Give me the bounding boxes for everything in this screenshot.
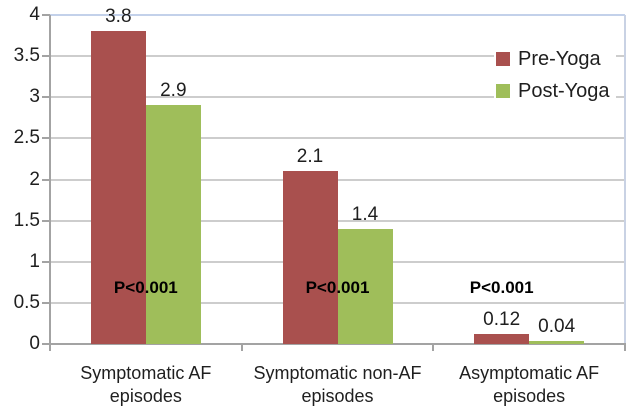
y-axis-tick-label: 4 [29, 4, 40, 25]
gridline [50, 137, 625, 140]
y-axis-tick [42, 260, 50, 263]
bar-post-yoga [529, 340, 585, 344]
legend-label-pre-yoga: Pre-Yoga [518, 47, 601, 70]
category-label: Symptomatic non-AF episodes [253, 363, 422, 406]
y-axis-tick-label: 2.5 [13, 127, 40, 149]
bar-pre-yoga [282, 171, 338, 344]
y-axis-tick-label: 0.5 [13, 291, 40, 313]
y-axis-tick-label: 1 [29, 250, 40, 272]
category-label: Symptomatic AF episodes [80, 363, 212, 406]
legend-swatch-post-yoga-icon [496, 84, 510, 98]
y-axis-tick [42, 301, 50, 304]
legend-label-post-yoga: Post-Yoga [518, 79, 610, 102]
y-axis-tick-label: 1.5 [13, 209, 40, 231]
bar-value-label: 3.8 [105, 6, 132, 28]
y-axis-tick [42, 219, 50, 222]
bar-value-label: 0.12 [483, 309, 521, 331]
gridline [50, 178, 625, 181]
y-axis-tick-label: 3.5 [13, 45, 40, 67]
bar-post-yoga [337, 228, 393, 344]
category-label: Asymptomatic AF episodes [459, 363, 600, 406]
y-axis-line [49, 15, 51, 344]
bar-value-label: 0.04 [538, 315, 576, 337]
p-value-label: P<0.001 [305, 278, 370, 297]
x-axis-tick [432, 344, 435, 351]
bar-value-label: 1.4 [351, 203, 379, 225]
gridline [50, 219, 625, 222]
x-axis-tick [624, 344, 626, 351]
legend: Pre-Yoga Post-Yoga [494, 46, 616, 104]
x-axis-tick [49, 344, 51, 351]
gridline [50, 55, 625, 58]
p-value-label: P<0.001 [113, 278, 178, 297]
y-axis-tick [42, 137, 50, 140]
plot-top-border [50, 14, 625, 16]
x-axis-tick [240, 344, 243, 351]
bar-value-label: 2.9 [160, 80, 187, 102]
legend-swatch-pre-yoga-icon [496, 52, 510, 66]
y-axis-tick-label: 2 [29, 168, 40, 190]
y-axis-tick-label: 3 [29, 86, 40, 108]
p-value-label: P<0.001 [469, 278, 534, 297]
y-axis-tick [42, 14, 50, 16]
bar-value-label: 2.1 [296, 146, 324, 168]
plot-right-border [624, 15, 626, 344]
legend-item-post-yoga: Post-Yoga [496, 78, 610, 104]
y-axis-tick [42, 178, 50, 181]
y-axis-tick [42, 55, 50, 58]
x-axis-line [42, 343, 626, 345]
gridline [50, 96, 625, 99]
bar-pre-yoga [90, 31, 146, 344]
legend-item-pre-yoga: Pre-Yoga [496, 46, 610, 72]
bar-post-yoga [145, 105, 201, 344]
y-axis-tick [42, 96, 50, 99]
bar-pre-yoga [474, 334, 530, 344]
y-axis-tick-label: 0 [29, 333, 40, 354]
